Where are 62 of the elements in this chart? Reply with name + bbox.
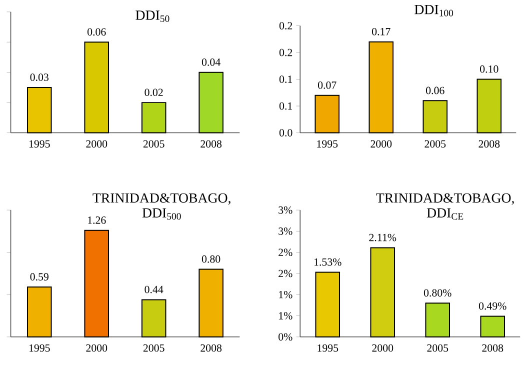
y-tick-label: 0.1 [279, 76, 292, 84]
y-tick-label: 0.2 [279, 22, 292, 30]
y-tick-label: 0% [278, 333, 292, 341]
y-tick-label: 2% [278, 248, 292, 256]
x-tick-label: 1995 [318, 344, 338, 352]
data-label: 0.44 [144, 286, 164, 294]
x-tick-label: 1995 [317, 140, 338, 148]
x-tick-label: 1995 [29, 344, 50, 352]
x-tick-label: 2000 [86, 344, 108, 352]
bar [84, 230, 109, 338]
data-label: 0.07 [318, 82, 336, 90]
x-tick-label: 2005 [427, 344, 448, 352]
data-label: 0.17 [372, 28, 390, 36]
data-label: 0.10 [480, 66, 498, 73]
y-tick-label: 3% [278, 228, 292, 236]
bar [141, 299, 166, 338]
data-label: 1.53% [314, 258, 342, 266]
bar [370, 247, 396, 338]
bar [84, 42, 109, 134]
x-tick-label: 2000 [86, 140, 108, 148]
x-tick-label: 2005 [424, 140, 446, 148]
data-label: 0.04 [202, 58, 220, 66]
data-label: 0.06 [87, 28, 106, 36]
x-tick-label: 2000 [370, 140, 392, 148]
x-tick-label: 2008 [200, 140, 222, 148]
chart-title: DDI$_{100}$ [414, 5, 454, 16]
x-tick-label: 2008 [478, 140, 500, 148]
bar [425, 302, 450, 338]
y-tick-label: 1% [279, 312, 292, 320]
data-label: 0.49% [478, 302, 506, 310]
bar [315, 272, 340, 338]
chart-title: TRINIDAD&TOBAGO, DDI$_{CE}$ [376, 193, 514, 220]
bar [314, 95, 340, 134]
y-tick-label: 0.1 [279, 102, 292, 110]
data-label: 0.80 [202, 256, 220, 263]
y-tick-label: 0.2 [279, 48, 292, 56]
x-tick-label: 2000 [372, 344, 394, 352]
bar [198, 72, 224, 134]
bar [368, 41, 394, 134]
y-tick-label: 0.0 [279, 129, 292, 137]
x-tick-label: 2005 [143, 140, 164, 148]
bar [198, 268, 224, 338]
bar [27, 87, 52, 134]
x-tick-label: 2008 [200, 344, 222, 352]
data-label: 0.02 [144, 88, 163, 96]
x-tick-label: 1995 [29, 140, 50, 148]
bar [141, 102, 166, 134]
data-label: 0.06 [426, 86, 444, 94]
y-tick-label: 1% [279, 291, 292, 298]
y-tick-label: 3% [278, 206, 292, 214]
bar [476, 78, 502, 134]
x-tick-label: 2005 [143, 344, 164, 352]
data-label: 0.03 [30, 74, 48, 82]
data-label: 2.11% [369, 234, 396, 242]
bar [422, 100, 448, 134]
bar [27, 286, 52, 338]
chart-title: DDI$_{50}$ [136, 10, 170, 22]
data-label: 0.59 [30, 273, 48, 281]
x-tick-label: 2008 [482, 344, 504, 352]
data-label: 0.80% [424, 289, 452, 297]
bar [480, 316, 505, 338]
y-tick-label: 2% [278, 270, 292, 278]
